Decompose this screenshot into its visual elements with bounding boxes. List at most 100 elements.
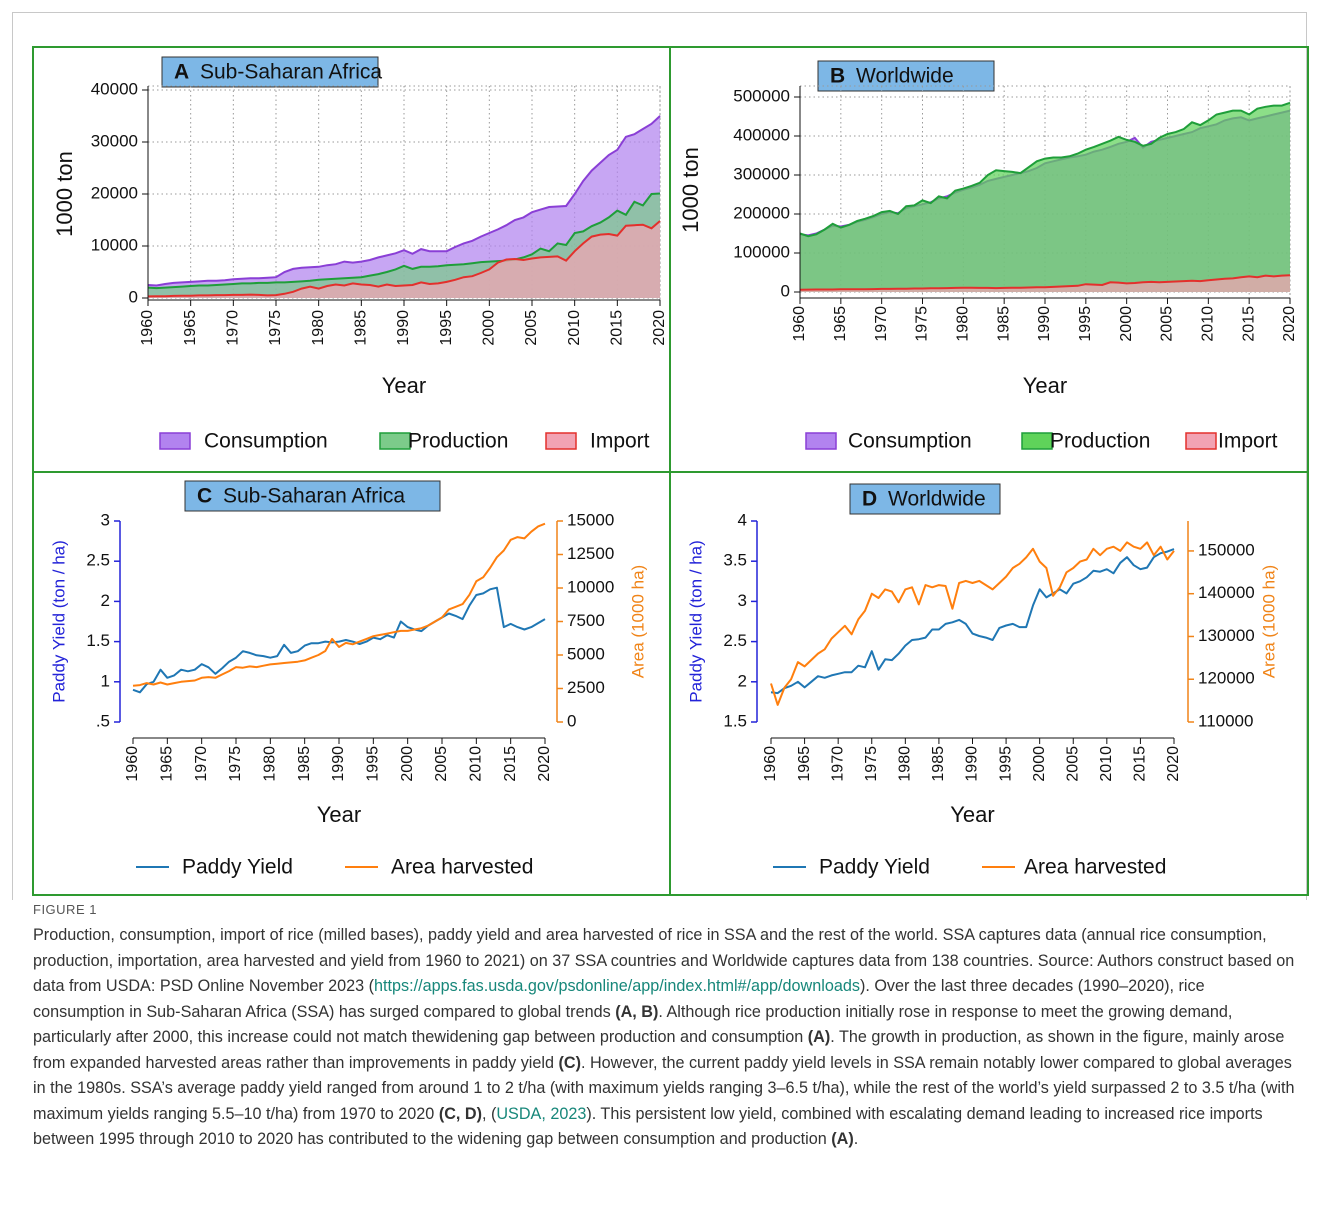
panel-title: Sub-Saharan Africa (200, 61, 382, 84)
caption-text: Production, consumption, import of rice … (33, 923, 1298, 1153)
x-tick-label: 1970 (225, 310, 242, 346)
y-tick-label: 10000 (91, 235, 138, 254)
area-fill (148, 116, 660, 298)
y-tick-label: 100000 (733, 242, 790, 261)
y-tick-label: 300000 (733, 164, 790, 183)
x-tick-label: 2010 (468, 746, 485, 782)
legend-swatch (545, 432, 577, 450)
x-tick-label: 1985 (930, 746, 947, 782)
x-tick-label: 2015 (609, 310, 626, 346)
y-tick-label: 3 (101, 510, 110, 529)
area-fill (800, 275, 1290, 292)
x-tick-label: 2015 (502, 746, 519, 782)
y-axis-label: 1000 ton (52, 151, 77, 237)
line (770, 548, 1175, 695)
x-tick-label: 2015 (1240, 306, 1257, 342)
caption-run: (C, D) (438, 1104, 482, 1123)
y-tick-label: 200000 (733, 203, 790, 222)
y2-tick-label: 140000 (1198, 583, 1255, 602)
panel-title-box (184, 480, 441, 512)
legend-label: Area harvested (391, 856, 533, 879)
panel-title: Worldwide (888, 488, 986, 511)
legend-label: Paddy Yield (182, 856, 293, 879)
x-tick-label: 1990 (964, 746, 981, 782)
legend-label: Consumption (204, 430, 328, 453)
x-tick-label: 1995 (438, 310, 455, 346)
x-tick-label: 2000 (399, 746, 416, 782)
legend-label: Production (1050, 430, 1150, 453)
x-tick-label: 1965 (832, 306, 849, 342)
x-tick-label: 1965 (182, 310, 199, 346)
y-tick-label: 1.5 (86, 631, 110, 650)
y-tick-label: .5 (96, 711, 110, 730)
y-tick-label: 2 (738, 671, 747, 690)
x-tick-label: 1975 (863, 746, 880, 782)
x-tick-label: 2005 (1064, 746, 1081, 782)
panel-letter: C (197, 485, 212, 508)
x-tick-label: 2010 (1098, 746, 1115, 782)
x-tick-label: 1980 (262, 746, 279, 782)
y2-tick-label: 0 (567, 711, 576, 730)
caption-run: (A) (807, 1028, 831, 1046)
y-axis-label: 1000 ton (678, 147, 703, 233)
legend-swatch (805, 432, 837, 450)
x-tick-label: 1960 (762, 746, 779, 782)
x-tick-label: 1980 (310, 310, 327, 346)
panel-title: Worldwide (856, 65, 954, 88)
x-tick-label: 2000 (1031, 746, 1048, 782)
caption-run: (A) (831, 1130, 854, 1148)
x-tick-label: 2005 (523, 310, 540, 346)
y2-tick-label: 5000 (567, 644, 605, 663)
caption-run: . However, the current paddy yield level… (33, 1053, 1295, 1123)
page-border (12, 12, 1307, 900)
area-line (147, 115, 661, 287)
x-tick-label: 1960 (124, 746, 141, 782)
y-tick-label: 3.5 (723, 551, 747, 570)
x-tick-label: 1985 (995, 306, 1012, 342)
y-tick-label: 0 (781, 281, 790, 300)
caption-run: . (853, 1130, 859, 1148)
y-tick-label: 1 (101, 671, 110, 690)
x-tick-label: 2020 (1165, 746, 1182, 782)
legend-label: Import (1218, 430, 1278, 453)
x-tick-label: 1960 (791, 306, 808, 342)
caption-link[interactable]: https://apps.fas.usda.gov/psdonline/app/… (373, 977, 860, 995)
caption-run: ). This persistent low yield, combined w… (33, 1104, 1263, 1149)
x-tick-label: 2020 (651, 310, 668, 346)
y2-tick-label: 15000 (567, 510, 614, 529)
legend-label: Area harvested (1024, 856, 1166, 879)
x-tick-label: 2010 (566, 310, 583, 346)
legend-label: Import (590, 430, 650, 453)
caption-link[interactable]: USDA, 2023 (496, 1104, 587, 1123)
line (132, 522, 546, 687)
y-tick-label: 40000 (91, 79, 138, 98)
legend-label: Production (408, 430, 508, 453)
y-tick-label: 2.5 (86, 551, 110, 570)
area-fill (800, 102, 1290, 292)
legend-swatch (379, 432, 411, 450)
y-axis-label: Paddy Yield (ton / ha) (49, 540, 68, 703)
y2-tick-label: 110000 (1198, 711, 1253, 730)
y2-tick-label: 2500 (567, 678, 605, 697)
y2-tick-label: 120000 (1198, 669, 1255, 688)
y2-axis-label: Area (1000 ha) (628, 565, 647, 678)
x-tick-label: 2010 (1200, 306, 1217, 342)
legend-swatch (1021, 432, 1053, 450)
x-tick-label: 1985 (353, 310, 370, 346)
panel-letter: B (830, 65, 845, 88)
x-tick-label: 1980 (955, 306, 972, 342)
caption-run: Production, consumption, import of rice … (33, 926, 1295, 995)
x-tick-label: 2005 (1159, 306, 1176, 342)
line (770, 541, 1175, 706)
caption-run: (A, B) (615, 1002, 659, 1021)
y-tick-label: 30000 (91, 131, 138, 150)
caption-label: FIGURE 1 (33, 902, 97, 917)
x-tick-label: 2020 (1281, 306, 1298, 342)
caption-run: , ( (481, 1104, 497, 1123)
y2-axis-label: Area (1000 ha) (1259, 565, 1278, 678)
y-tick-label: 20000 (91, 183, 138, 202)
x-tick-label: 2000 (481, 310, 498, 346)
panel-title-box (849, 483, 1001, 515)
panel-letter: D (862, 488, 877, 511)
